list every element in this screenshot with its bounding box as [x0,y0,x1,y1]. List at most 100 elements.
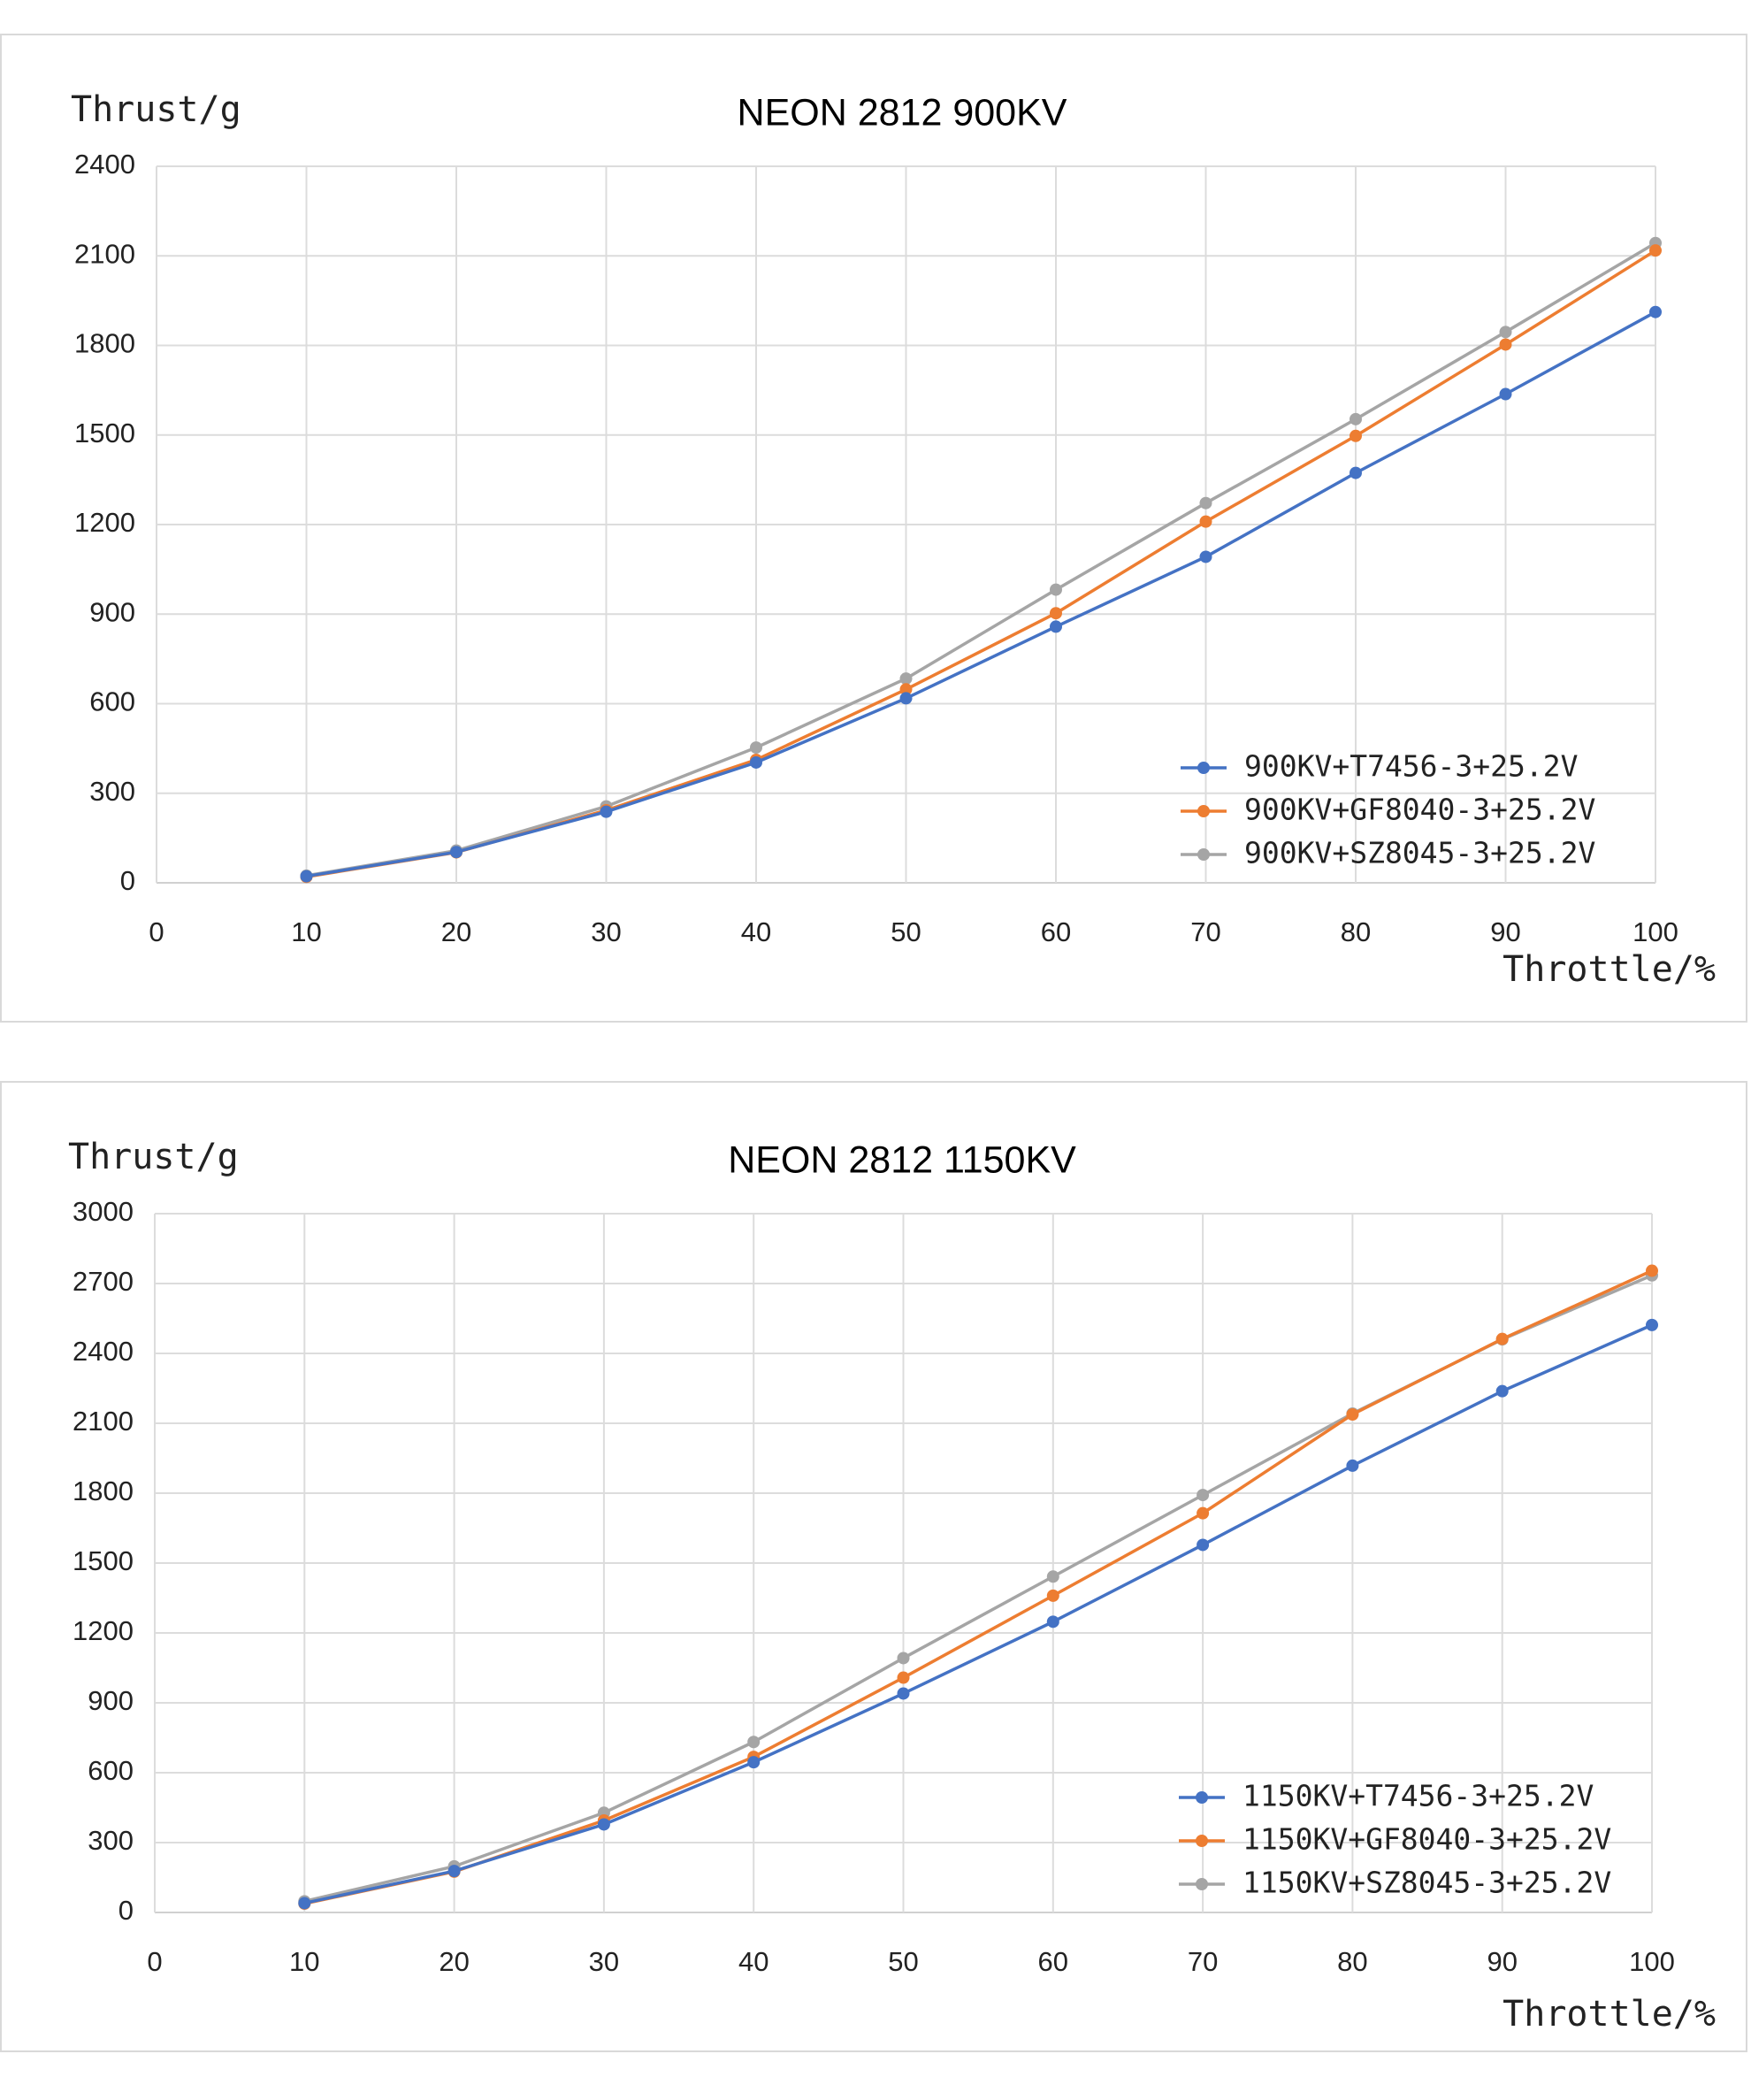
data-point [899,672,913,686]
data-point [897,1671,910,1684]
legend-label: 900KV+SZ8045-3+25.2V [1244,836,1595,870]
y-tick-label: 300 [89,776,135,807]
data-point [1499,387,1512,401]
legend-label: 900KV+GF8040-3+25.2V [1244,793,1595,827]
x-axis-title: Throttle/% [1502,1994,1716,2035]
x-tick-label: 60 [1038,1946,1068,1977]
x-tick-label: 90 [1487,1946,1517,1977]
y-tick-label: 900 [89,596,135,627]
x-tick-label: 40 [738,1946,768,1977]
data-point [1050,607,1062,620]
data-point [1050,583,1062,596]
data-point [750,741,762,755]
data-point [1046,1615,1059,1629]
legend-label: 900KV+T7456-3+25.2V [1244,749,1579,784]
data-point [747,1756,761,1769]
data-point [747,1736,761,1749]
data-point [298,1897,311,1910]
y-tick-label: 0 [119,1895,134,1926]
legend: 1150KV+T7456-3+25.2V 1150KV+GF8040-3+25.2… [1179,1779,1611,1900]
data-point [447,1865,461,1878]
x-tick-label: 80 [1337,1946,1367,1977]
legend-label: 1150KV+T7456-3+25.2V [1243,1779,1594,1813]
y-tick-label: 2700 [73,1266,134,1297]
y-tick-label: 600 [88,1755,134,1786]
x-tick-label: 0 [147,1946,162,1977]
data-point [600,805,613,818]
data-point [1646,1264,1658,1277]
y-tick-label: 1800 [74,328,135,359]
x-tick-label: 60 [1041,916,1071,947]
x-tick-label: 40 [741,916,771,947]
x-tick-label: 10 [289,1946,319,1977]
series-line [306,310,1656,878]
data-point [1646,1318,1658,1331]
legend-marker [1196,1878,1208,1890]
x-tick-label: 70 [1190,916,1220,947]
x-tick-label: 30 [591,916,621,947]
data-point [450,846,463,859]
data-point [1499,338,1512,351]
chart-frame [0,34,1747,1023]
data-point [1199,550,1212,563]
y-tick-label: 600 [89,686,135,717]
data-point [1050,620,1062,633]
chart-frame [0,1081,1747,2052]
y-tick-label: 900 [88,1685,134,1716]
data-point [899,683,913,696]
data-point [1046,1589,1059,1602]
y-axis-title: Thrust/g [68,1137,239,1177]
data-point [899,692,913,705]
y-tick-label: 1500 [73,1545,134,1576]
x-tick-label: 0 [149,916,164,947]
y-tick-label: 1800 [73,1475,134,1506]
legend-marker [1197,805,1210,817]
data-point [897,1687,910,1700]
legend-marker [1197,762,1210,774]
data-point [1649,244,1662,257]
x-tick-label: 10 [291,916,321,947]
data-point [1199,496,1212,510]
data-point [1046,1570,1059,1583]
chart-1150kv: NEON 2812 1150KVThrust/g0300600900120015… [68,1137,1716,2035]
data-point [1350,466,1362,479]
x-tick-label: 90 [1490,916,1520,947]
series-line [303,1323,1653,1905]
y-tick-label: 2100 [74,238,135,269]
chart-900kv: NEON 2812 900KVThrust/g03006009001200150… [71,89,1716,990]
x-tick-label: 50 [888,1946,918,1977]
chart-title: NEON 2812 1150KV [728,1138,1076,1181]
data-point [1199,515,1212,528]
x-tick-label: 20 [439,1946,469,1977]
y-tick-label: 2400 [73,1336,134,1367]
legend-marker [1196,1791,1208,1804]
x-tick-label: 20 [441,916,471,947]
data-point [1499,326,1512,339]
data-point [1197,1489,1210,1502]
data-point [1346,1459,1359,1472]
x-tick-label: 100 [1632,916,1678,947]
data-point [1350,412,1362,425]
legend-label: 1150KV+GF8040-3+25.2V [1243,1822,1611,1857]
y-axis-title: Thrust/g [71,89,241,130]
chart-panel-900kv: NEON 2812 900KV Thrust/g 0 300 600 900 1200 150… [0,34,1751,1023]
x-tick-label: 80 [1341,916,1371,947]
legend-marker [1197,848,1210,861]
data-point [1495,1332,1509,1345]
data-point [1346,1407,1359,1421]
x-tick-label: 100 [1629,1946,1675,1977]
data-point [1495,1384,1509,1398]
x-axis-title: Throttle/% [1502,949,1716,990]
data-point [1197,1538,1210,1552]
y-tick-label: 3000 [73,1196,134,1227]
series-line [306,241,1656,878]
chart-panel-1150kv: NEON 2812 1150KV Thrust/g 0 300 600 900 1200 15… [0,1081,1751,2052]
y-tick-label: 1200 [74,507,135,538]
y-tick-label: 0 [120,865,135,896]
legend: 900KV+T7456-3+25.2V 900KV+GF8040-3+25.2V 9… [1181,749,1595,870]
x-tick-label: 50 [891,916,921,947]
data-point [897,1652,910,1665]
legend-marker [1196,1835,1208,1847]
y-tick-label: 2400 [74,149,135,180]
data-point [597,1818,610,1831]
